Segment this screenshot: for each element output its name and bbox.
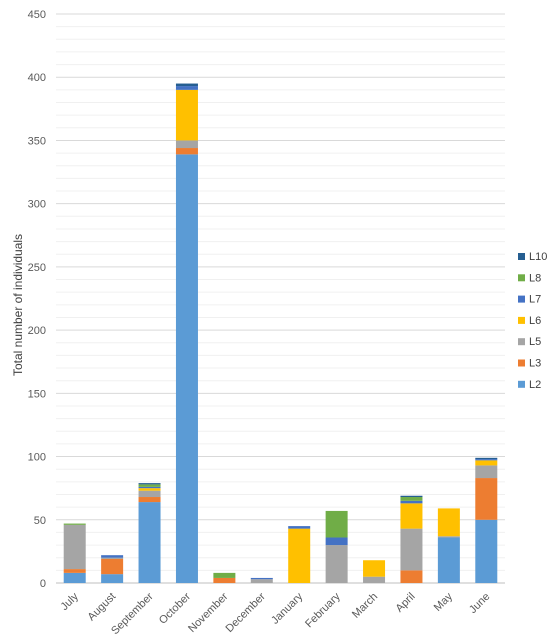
bar-segment-l6-march [363, 560, 386, 577]
x-tick-label: July [59, 590, 82, 613]
legend-label-l7: L7 [529, 294, 541, 306]
legend: L10 L8 L7 L6 L5 L3 L2 [518, 251, 547, 391]
bar-segment-l5-october [175, 140, 198, 149]
bar-segment-l6-september [138, 488, 161, 491]
bar-segment-l6-october [175, 89, 198, 141]
bar-segment-l6-january [288, 528, 311, 583]
bar-segment-l8-september [138, 484, 161, 487]
bar-segment-l3-september [138, 497, 161, 503]
bar-segment-l5-april [400, 528, 423, 571]
bar-segment-l3-october [175, 148, 198, 155]
legend-swatch-l3 [518, 359, 525, 367]
bar-segment-l10-april [400, 495, 423, 498]
x-tick-label: October [157, 590, 193, 626]
bar-segment-l6-may [437, 508, 460, 537]
bar-segment-l10-june [475, 457, 498, 460]
bar-segment-l8-february [325, 510, 348, 538]
bar-segment-l5-august [101, 557, 124, 559]
x-tick-label: August [86, 591, 119, 624]
bar-segment-l3-july [63, 569, 86, 573]
bar-segment-l2-september [138, 502, 161, 583]
x-tick-label: February [303, 590, 343, 630]
bar-segment-l2-may [437, 537, 460, 583]
legend-swatch-l5 [518, 338, 525, 346]
legend-label-l6: L6 [529, 315, 541, 327]
legend-swatch-l2 [518, 380, 525, 388]
bar-segment-l5-february [325, 545, 348, 583]
y-axis-label: Total number of individuals [11, 234, 25, 376]
bar-segment-l6-april [400, 503, 423, 529]
bar-segment-l8-april [400, 497, 423, 501]
bar-segment-l7-september [138, 486, 161, 489]
bar-segment-l2-august [101, 574, 124, 583]
bar-segment-l3-april [400, 570, 423, 583]
legend-swatch-l10 [518, 253, 525, 260]
bar-segment-l7-december [250, 577, 273, 580]
y-tick-label: 50 [34, 515, 46, 527]
y-tick-label: 300 [28, 199, 46, 211]
bars [63, 83, 498, 583]
bar-segment-l10-october [175, 83, 198, 87]
bar-segment-l7-august [101, 555, 124, 558]
y-tick-label: 400 [28, 72, 46, 84]
y-tick-label: 350 [28, 135, 46, 147]
y-tick-label: 100 [28, 452, 46, 464]
y-tick-label: 150 [28, 388, 46, 400]
legend-label-l2: L2 [529, 379, 541, 391]
x-tick-label: March [350, 591, 380, 621]
legend-label-l5: L5 [529, 336, 541, 348]
bar-segment-l5-june [475, 465, 498, 479]
bar-segment-l2-october [175, 154, 198, 583]
bar-segment-l8-july [63, 523, 86, 525]
y-tick-label: 250 [28, 262, 46, 274]
bar-segment-l7-january [288, 526, 311, 529]
bar-segment-l5-march [363, 576, 386, 583]
bar-segment-l8-november [213, 572, 236, 578]
bar-segment-l5-may [437, 536, 460, 538]
legend-label-l10: L10 [529, 251, 547, 263]
bar-segment-l10-september [138, 483, 161, 485]
bar-segment-l7-april [400, 500, 423, 504]
legend-label-l3: L3 [529, 358, 541, 370]
legend-swatch-l6 [518, 316, 525, 324]
bar-segment-l7-october [175, 86, 198, 90]
legend-swatch-l7 [518, 295, 525, 303]
y-axis-ticks: 0 50 100 150 200 250 300 350 400 450 [28, 9, 46, 590]
x-tick-label: May [432, 590, 456, 614]
gridlines [56, 13, 505, 584]
bar-segment-l5-july [63, 524, 86, 570]
x-tick-label: June [467, 591, 492, 616]
y-tick-label: 200 [28, 325, 46, 337]
bar-segment-l2-july [63, 572, 86, 583]
bar-segment-l7-february [325, 537, 348, 546]
x-tick-label: December [224, 590, 269, 635]
bar-segment-l5-september [138, 490, 161, 498]
bar-segment-l5-december [250, 579, 273, 583]
legend-label-l8: L8 [529, 272, 541, 284]
bar-segment-l2-june [475, 519, 498, 583]
x-tick-label: January [269, 590, 306, 627]
bar-segment-l3-june [475, 478, 498, 520]
bar-segment-l7-june [475, 459, 498, 461]
bar-segment-l6-june [475, 460, 498, 466]
bar-segment-l3-august [101, 558, 124, 575]
y-tick-label: 450 [28, 9, 46, 21]
legend-swatch-l8 [518, 274, 525, 282]
x-tick-label: April [394, 591, 418, 615]
y-tick-label: 0 [40, 578, 46, 590]
bar-segment-l3-november [213, 577, 236, 583]
